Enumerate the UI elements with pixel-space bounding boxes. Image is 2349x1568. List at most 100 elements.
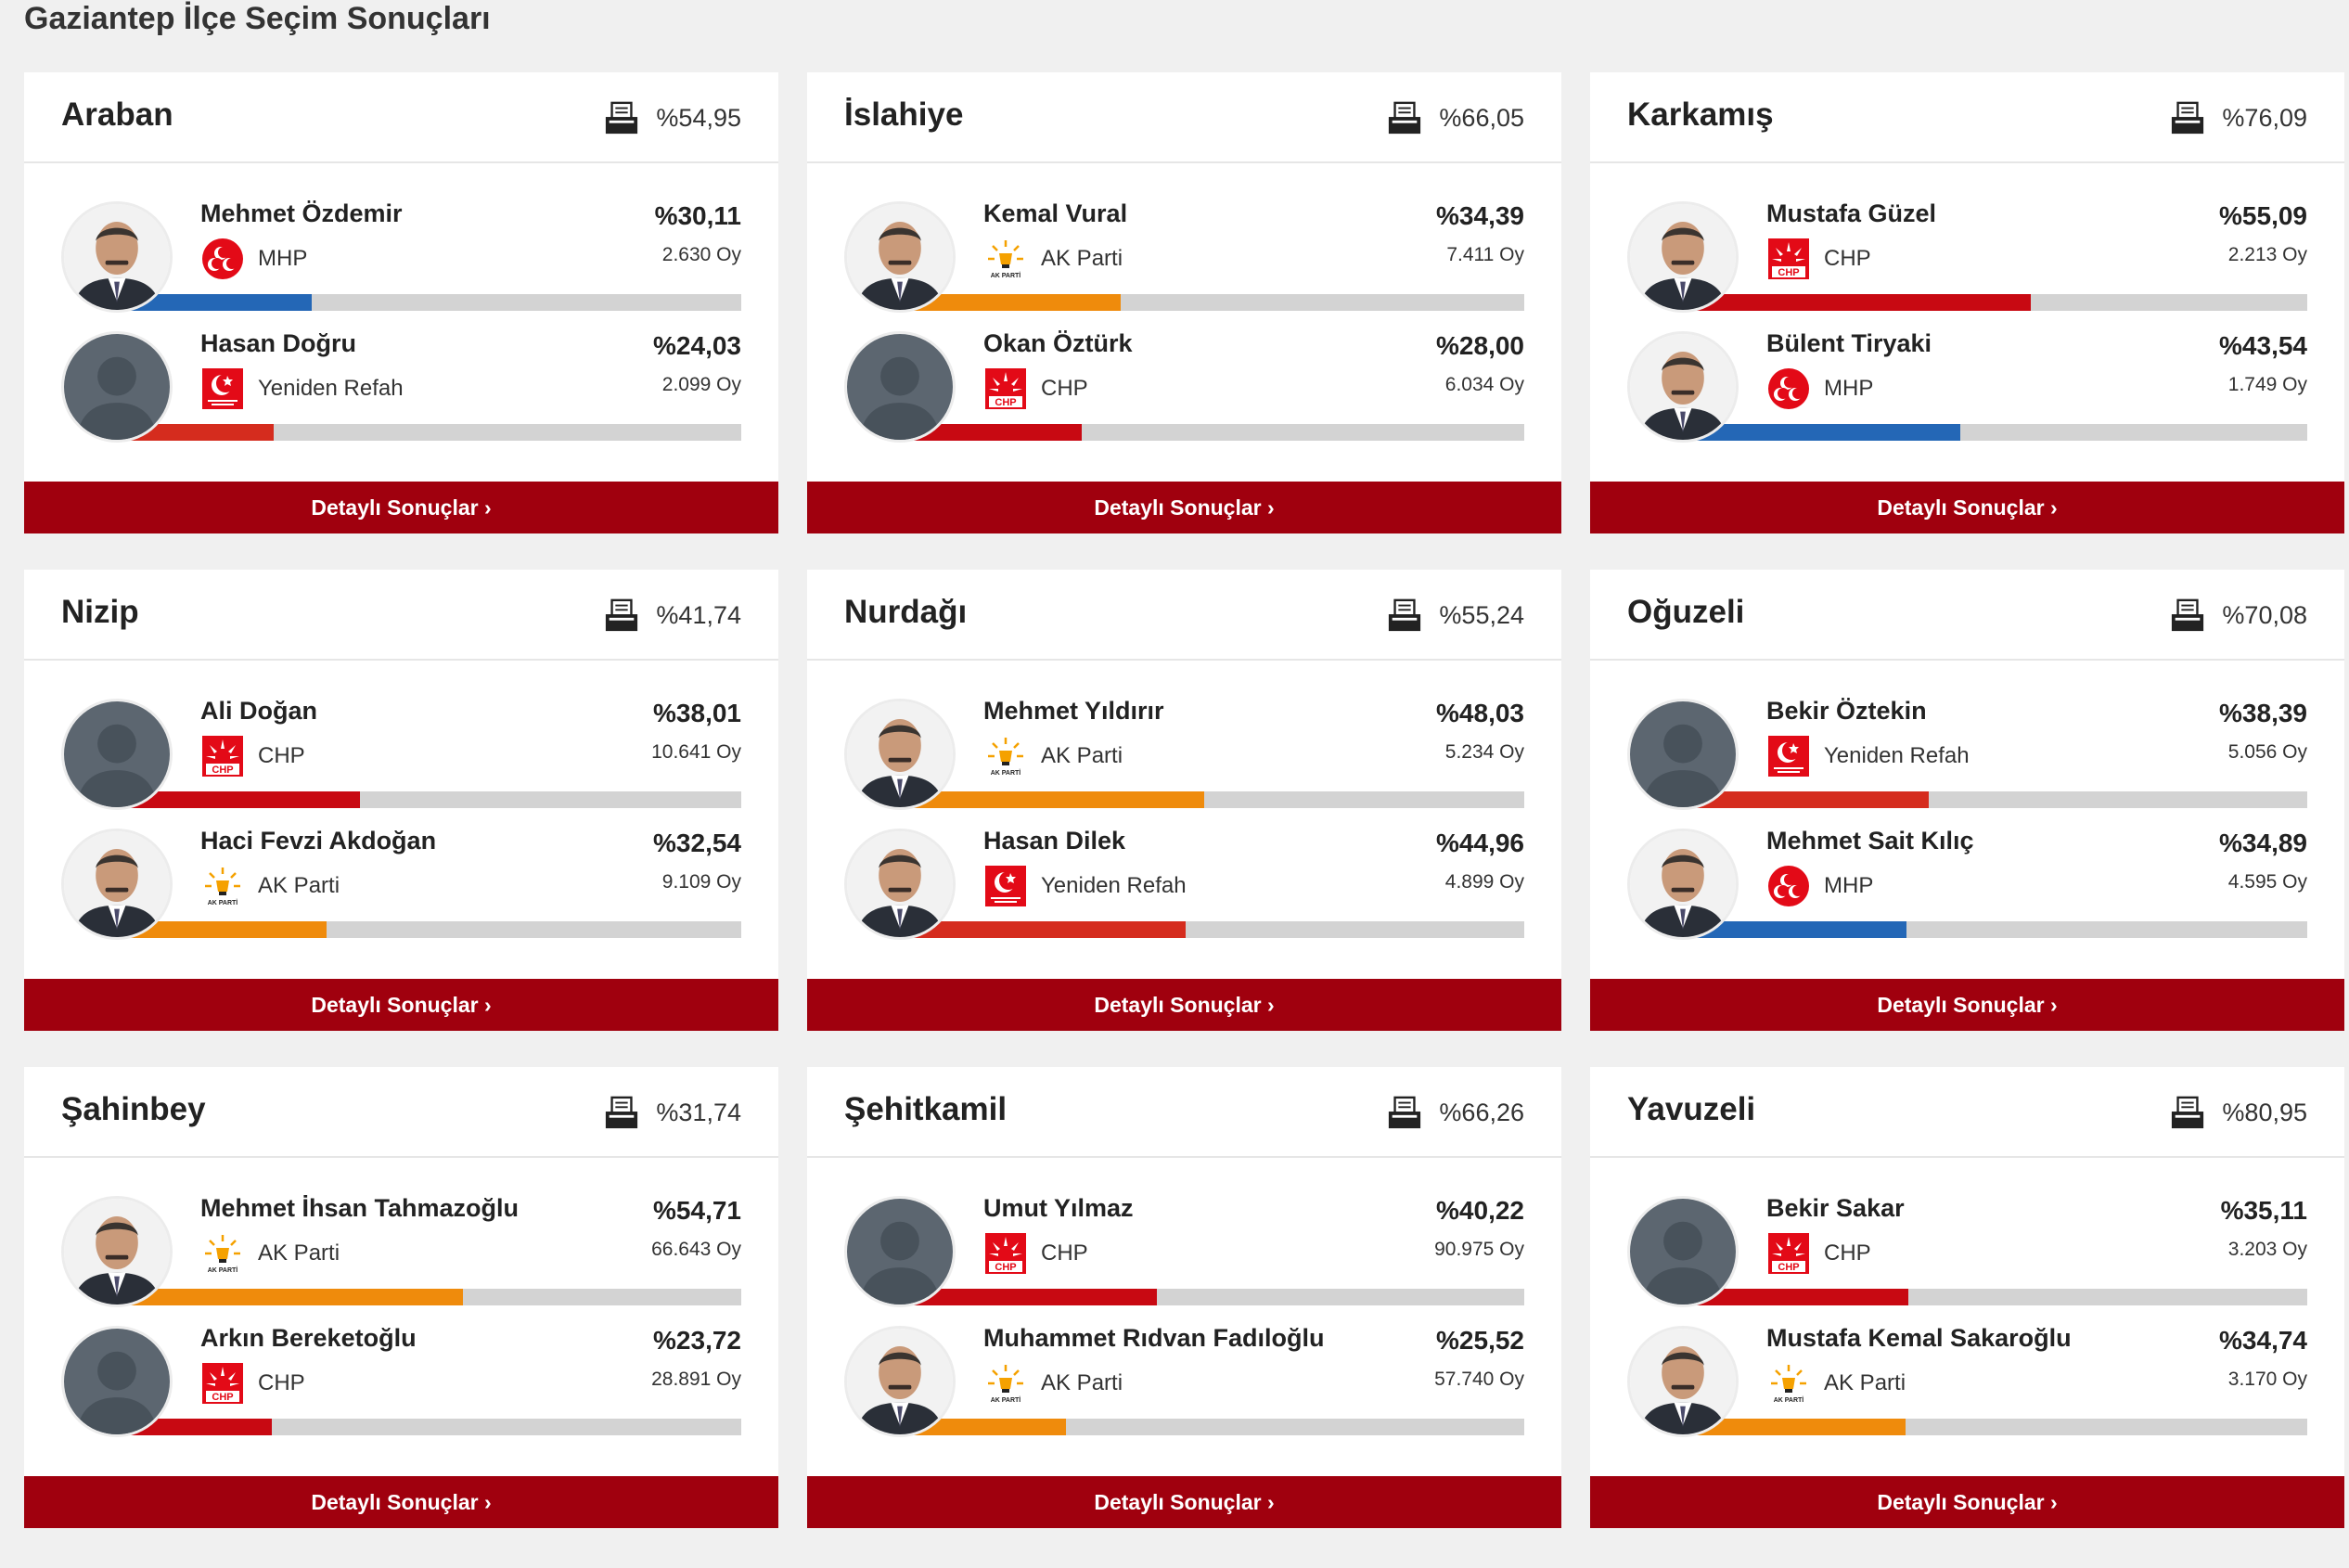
vote-bar <box>909 294 1524 311</box>
district-card: Şahinbey %31,74 Mehmet İhsan Tahmazoğlu AK … <box>24 1067 778 1528</box>
detailed-results-button[interactable]: Detaylı Sonuçlar › <box>24 979 778 1031</box>
party-name: CHP <box>258 743 305 768</box>
vote-count: 7.411 Oy <box>1446 244 1524 265</box>
party-info: AK PARTİ AK Parti <box>983 1361 1123 1406</box>
ballot-box-icon <box>604 100 639 135</box>
svg-text:CHP: CHP <box>212 1392 233 1403</box>
detailed-results-button[interactable]: Detaylı Sonuçlar › <box>1590 482 2344 533</box>
party-name: CHP <box>1041 1240 1088 1266</box>
district-name: Oğuzeli <box>1627 594 1745 630</box>
candidate-name: Mehmet İhsan Tahmazoğlu <box>200 1194 520 1222</box>
candidate-row: Mehmet İhsan Tahmazoğlu AK PARTİ AK Parti%… <box>24 1179 778 1309</box>
svg-text:AK PARTİ: AK PARTİ <box>208 899 238 906</box>
vote-percentage: %28,00 <box>1436 331 1524 360</box>
svg-text:CHP: CHP <box>1778 1262 1799 1273</box>
vote-count: 66.643 Oy <box>651 1239 741 1260</box>
party-name: AK Parti <box>1824 1370 1906 1395</box>
party-info: Yeniden Refah <box>200 366 404 411</box>
candidate-photo <box>61 699 173 810</box>
party-name: Yeniden Refah <box>1041 873 1187 898</box>
district-name: Şehitkamil <box>844 1091 1008 1127</box>
vote-count: 90.975 Oy <box>1434 1239 1524 1260</box>
district-grid: Araban %54,95 Mehmet Özdemir MHP %30,11 2.630… <box>24 72 2344 1528</box>
turnout: %54,95 <box>604 100 741 135</box>
turnout: %66,05 <box>1387 100 1524 135</box>
candidate-name: Arkın Bereketoğlu <box>200 1324 417 1352</box>
party-info: Yeniden Refah <box>983 864 1187 908</box>
candidate-name: Bekir Öztekin <box>1766 697 1927 725</box>
party-logo-icon: CHP <box>200 734 245 778</box>
vote-percentage: %30,11 <box>654 201 741 230</box>
detailed-results-button[interactable]: Detaylı Sonuçlar › <box>24 482 778 533</box>
candidate-name: Bülent Tiryaki <box>1766 329 1932 357</box>
vote-bar <box>126 921 741 938</box>
district-name: Araban <box>61 96 173 133</box>
party-logo-icon: AK PARTİ <box>200 1231 245 1276</box>
district-card: İslahiye %66,05 Kemal Vural AK PARTİ AK Part… <box>807 72 1561 533</box>
svg-text:CHP: CHP <box>995 1262 1016 1273</box>
party-info: MHP <box>1766 366 1873 411</box>
detailed-results-button[interactable]: Detaylı Sonuçlar › <box>807 979 1561 1031</box>
svg-text:CHP: CHP <box>1778 267 1799 278</box>
candidate-list: Mehmet Özdemir MHP %30,11 2.630 Oy Hasan Doğ… <box>24 165 778 444</box>
candidate-name: Mehmet Özdemir <box>200 199 403 227</box>
candidate-name: Mustafa Kemal Sakaroğlu <box>1766 1324 2072 1352</box>
vote-bar <box>909 921 1524 938</box>
detailed-results-button[interactable]: Detaylı Sonuçlar › <box>1590 1476 2344 1528</box>
card-header: Karkamış %76,09 <box>1590 72 2344 163</box>
vote-bar-fill <box>126 791 360 808</box>
district-name: Nizip <box>61 594 139 630</box>
vote-percentage: %25,52 <box>1436 1326 1524 1355</box>
vote-bar <box>1692 1289 2307 1305</box>
vote-bar-fill <box>126 1289 463 1305</box>
vote-count: 4.595 Oy <box>2227 871 2307 893</box>
vote-percentage: %44,96 <box>1436 829 1524 857</box>
vote-count: 5.056 Oy <box>2227 741 2307 763</box>
candidate-row: Bülent Tiryaki MHP %43,54 1.749 Oy <box>1590 315 2344 444</box>
ballot-box-icon <box>1387 598 1422 633</box>
turnout-value: %66,05 <box>1439 103 1524 132</box>
turnout: %70,08 <box>2170 598 2307 633</box>
district-card: Karkamış %76,09 Mustafa Güzel CHP CHP %55,09 2… <box>1590 72 2344 533</box>
candidate-photo <box>61 331 173 443</box>
party-logo-icon: AK PARTİ <box>200 864 245 908</box>
vote-bar-fill <box>126 294 312 311</box>
vote-percentage: %38,01 <box>653 699 741 727</box>
vote-percentage: %34,74 <box>2219 1326 2307 1355</box>
vote-bar-fill <box>909 921 1187 938</box>
candidate-row: Haci Fevzi Akdoğan AK PARTİ AK Parti %32,54… <box>24 812 778 942</box>
candidate-photo <box>1627 1196 1739 1307</box>
district-name: İslahiye <box>844 96 964 133</box>
district-card: Nizip %41,74 Ali Doğan CHP CHP %38,01 10.641 O… <box>24 570 778 1031</box>
vote-bar-fill <box>1692 424 1960 441</box>
district-card: Nurdağı %55,24 Mehmet Yıldırır AK PARTİ AK P… <box>807 570 1561 1031</box>
vote-bar-fill <box>1692 921 1907 938</box>
candidate-list: Mehmet İhsan Tahmazoğlu AK PARTİ AK Parti%… <box>24 1160 778 1439</box>
candidate-list: Kemal Vural AK PARTİ AK Parti %34,39 7.411 O… <box>807 165 1561 444</box>
detailed-results-button[interactable]: Detaylı Sonuçlar › <box>1590 979 2344 1031</box>
turnout: %55,24 <box>1387 598 1524 633</box>
vote-percentage: %23,72 <box>653 1326 741 1355</box>
vote-percentage: %48,03 <box>1436 699 1524 727</box>
vote-bar-fill <box>126 1419 273 1435</box>
candidate-row: Bekir Öztekin Yeniden Refah %38,39 5.056 Oy <box>1590 682 2344 812</box>
vote-bar-fill <box>1692 294 2032 311</box>
party-info: MHP <box>1766 864 1873 908</box>
vote-count: 57.740 Oy <box>1434 1369 1524 1390</box>
detailed-results-button[interactable]: Detaylı Sonuçlar › <box>807 1476 1561 1528</box>
party-name: AK Parti <box>1041 246 1123 271</box>
party-info: CHP CHP <box>200 1361 305 1406</box>
card-header: İslahiye %66,05 <box>807 72 1561 163</box>
detailed-results-button[interactable]: Detaylı Sonuçlar › <box>807 482 1561 533</box>
district-name: Nurdağı <box>844 594 968 630</box>
vote-bar <box>909 791 1524 808</box>
candidate-list: Bekir Sakar CHP CHP %35,11 3.203 Oy Mustafa K… <box>1590 1160 2344 1439</box>
candidate-list: Umut Yılmaz CHP CHP %40,22 90.975 Oy Muhammet… <box>807 1160 1561 1439</box>
ballot-box-icon <box>604 1095 639 1130</box>
ballot-box-icon <box>2170 1095 2205 1130</box>
candidate-photo <box>61 1196 173 1307</box>
vote-bar <box>1692 791 2307 808</box>
party-info: AK PARTİ AK Parti <box>200 1231 340 1276</box>
detailed-results-button[interactable]: Detaylı Sonuçlar › <box>24 1476 778 1528</box>
vote-count: 4.899 Oy <box>1444 871 1524 893</box>
